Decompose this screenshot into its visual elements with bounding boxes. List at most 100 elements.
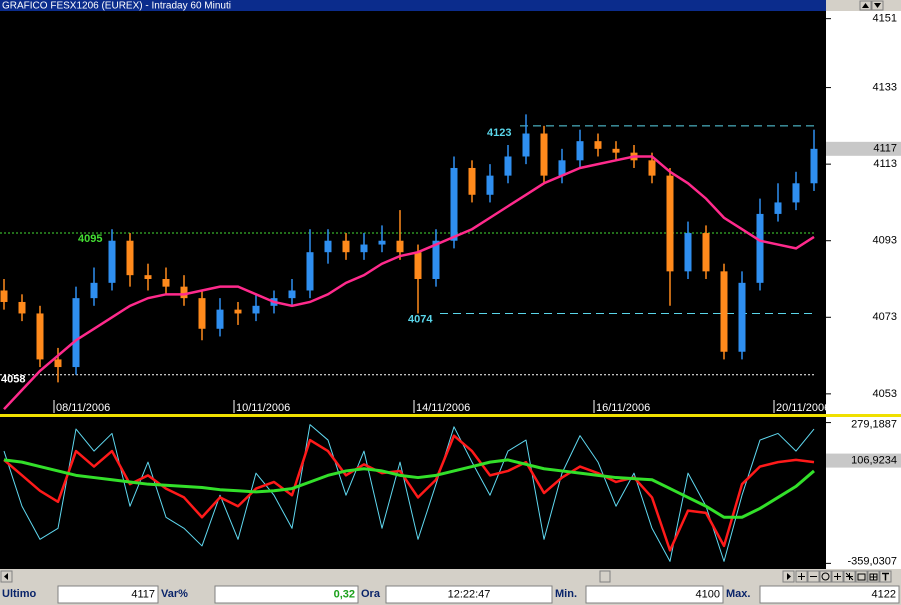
candle-body	[756, 213, 764, 283]
candle-body	[342, 240, 350, 253]
status-label: Ultimo	[2, 588, 37, 600]
candle-body	[144, 275, 152, 279]
status-value: 4117	[131, 588, 155, 600]
status-value-box	[214, 585, 359, 604]
candle-body	[252, 305, 260, 314]
candle-body	[666, 175, 674, 272]
status-value-box	[57, 585, 159, 604]
level-label: 4095	[78, 233, 102, 245]
status-value: 12:22:47	[448, 588, 491, 600]
candle-body	[198, 298, 206, 329]
candle-body	[306, 252, 314, 291]
candle-body	[18, 301, 26, 314]
scroll-thumb[interactable]	[599, 570, 611, 583]
y-tick-label: 4113	[873, 158, 897, 170]
status-value: 0,32	[334, 588, 355, 600]
candle-body	[324, 240, 332, 253]
status-label: Ora	[361, 588, 381, 600]
candle-body	[360, 244, 368, 253]
candle-body	[810, 148, 818, 184]
oscillator-line	[3, 434, 815, 552]
panel-separator	[0, 414, 901, 417]
status-value: 4100	[696, 588, 720, 600]
candle-body	[414, 252, 422, 279]
oscillator-axis-panel	[826, 417, 901, 569]
candle-body	[738, 282, 746, 352]
candle-body	[594, 141, 602, 149]
candle-body	[720, 271, 728, 352]
text-icon	[882, 572, 889, 581]
price-panel	[0, 11, 826, 414]
candle-body	[90, 282, 98, 299]
status-label: Var%	[161, 588, 188, 600]
down-arrow-icon	[874, 3, 881, 8]
candle-body	[216, 309, 224, 329]
candle-body	[576, 141, 584, 161]
candle-body	[378, 240, 386, 245]
reset-button[interactable]	[819, 570, 832, 583]
candle-body	[0, 290, 8, 302]
indicator-tag	[826, 453, 901, 468]
candle-body	[468, 167, 476, 195]
up-arrow-icon	[862, 3, 869, 8]
candle-body	[126, 240, 134, 276]
x-tick-label: 08/11/2006	[56, 402, 110, 414]
window-title: GRAFICO FESX1206 (EUREX) - Intraday 60 M…	[2, 1, 231, 12]
price-axis-panel	[826, 11, 901, 414]
scrollbar[interactable]	[0, 570, 901, 583]
status-value: 4122	[872, 588, 896, 600]
y-tick-label: 4053	[873, 388, 897, 400]
title-bar	[0, 0, 826, 11]
print-icon	[857, 573, 866, 581]
candle-body	[72, 298, 80, 368]
candle-body	[162, 279, 170, 287]
indicator-label: 106,9234	[851, 454, 897, 466]
print-button[interactable]	[855, 570, 868, 583]
candle-body	[180, 286, 188, 299]
oscillator-line	[3, 458, 815, 519]
status-value-box	[585, 585, 724, 604]
candle-body	[108, 240, 116, 283]
reset-icon	[821, 572, 830, 581]
y-tick-label: 4093	[873, 235, 897, 247]
pan-icon	[834, 573, 841, 580]
candle-body	[36, 313, 44, 360]
y-tick-label: 4151	[873, 13, 897, 25]
y-tick-label: 279,1887	[851, 418, 897, 430]
toolbar	[795, 570, 892, 583]
last-price-tag	[826, 141, 901, 156]
plus-icon	[798, 573, 805, 580]
candle-body	[558, 160, 566, 176]
y-tick-label: -359,0307	[847, 555, 897, 567]
y-tick-label: 4133	[873, 81, 897, 93]
left-arrow-icon	[4, 573, 8, 580]
moving-average	[3, 155, 815, 411]
candle-body	[450, 167, 458, 241]
level-label: 4123	[487, 127, 511, 139]
candle-body	[504, 156, 512, 176]
x-tick-label: 14/11/2006	[416, 402, 470, 414]
last-price-label: 4117	[873, 143, 897, 155]
candle-body	[234, 309, 242, 314]
x-tick-label: 16/11/2006	[596, 402, 650, 414]
candle-body	[648, 160, 656, 176]
x-tick-label: 10/11/2006	[236, 402, 290, 414]
level-label: 4058	[1, 374, 25, 386]
status-value-box	[759, 585, 900, 604]
status-label: Max.	[726, 588, 750, 600]
oscillator-panel	[0, 417, 826, 569]
candle-body	[486, 175, 494, 195]
status-label: Min.	[555, 588, 577, 600]
candle-body	[522, 133, 530, 157]
candle-body	[774, 202, 782, 214]
candle-body	[792, 183, 800, 203]
candle-body	[54, 359, 62, 368]
status-value-box	[385, 585, 553, 604]
move-icon	[845, 572, 854, 581]
table-icon	[869, 573, 878, 581]
candle-body	[684, 233, 692, 272]
y-tick-label: 4073	[873, 311, 897, 323]
candle-body	[396, 240, 404, 253]
candle-body	[612, 148, 620, 153]
